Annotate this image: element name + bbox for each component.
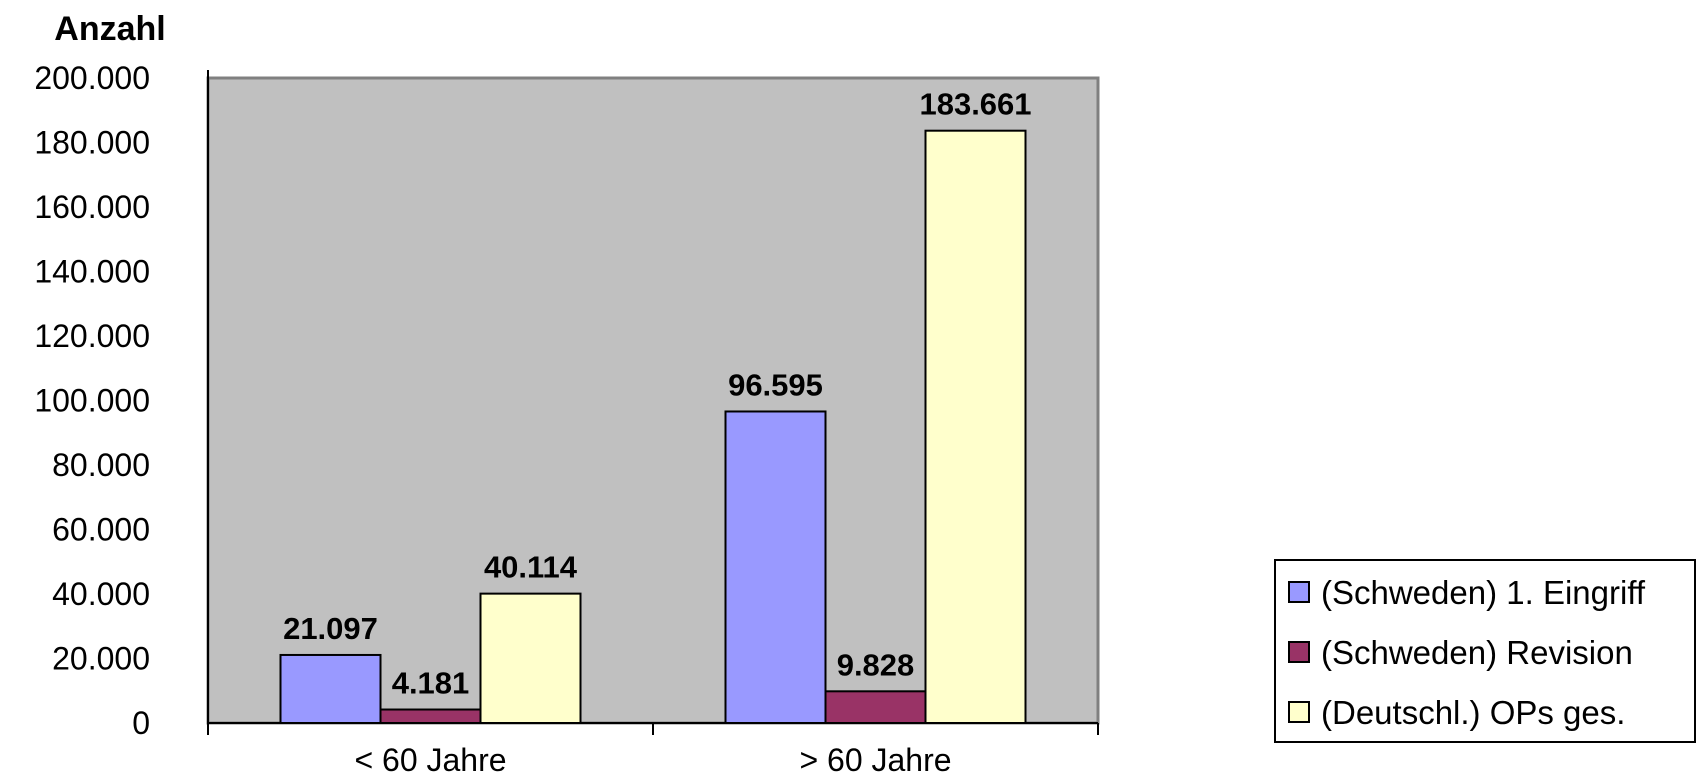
bar-1-1 [279,653,382,724]
y-tick-label: 20.000 [52,641,150,677]
bar-3-1 [479,592,582,724]
y-tick-label: 120.000 [34,318,150,354]
legend-box [1274,559,1696,743]
bar-2-2 [824,690,927,724]
data-label: 96.595 [728,367,823,402]
legend-swatch [1288,581,1310,603]
legend-swatch [1288,641,1310,663]
y-tick-label: 80.000 [52,447,150,483]
data-label: 21.097 [283,611,378,646]
y-tick-label: 200.000 [34,60,150,96]
y-tick-label: 40.000 [52,576,150,612]
bar-1-2 [724,410,827,724]
data-label: 183.661 [919,87,1031,122]
y-tick-label: 160.000 [34,189,150,225]
y-tick-label: 100.000 [34,383,150,419]
legend: (Schweden) 1. Eingriff (Schweden) Revisio… [1274,559,1696,743]
data-label: 9.828 [837,647,915,682]
legend-label: (Schweden) 1. Eingriff [1321,574,1646,611]
legend-label: (Schweden) Revision [1321,634,1633,671]
data-label: 4.181 [392,666,470,701]
y-tick-label: 0 [132,705,150,741]
x-category-label: < 60 Jahre [354,742,506,775]
y-axis-title: Anzahl [54,10,165,48]
legend-label: (Deutschl.) OPs ges. [1321,694,1625,731]
bar-2-1 [379,708,482,725]
y-tick-label: 180.000 [34,125,150,161]
data-label: 40.114 [484,550,578,585]
bar-3-2 [924,129,1027,724]
y-tick-label: 140.000 [34,254,150,290]
x-category-label: > 60 Jahre [799,742,951,775]
y-tick-label: 60.000 [52,512,150,548]
legend-swatch [1288,701,1310,723]
